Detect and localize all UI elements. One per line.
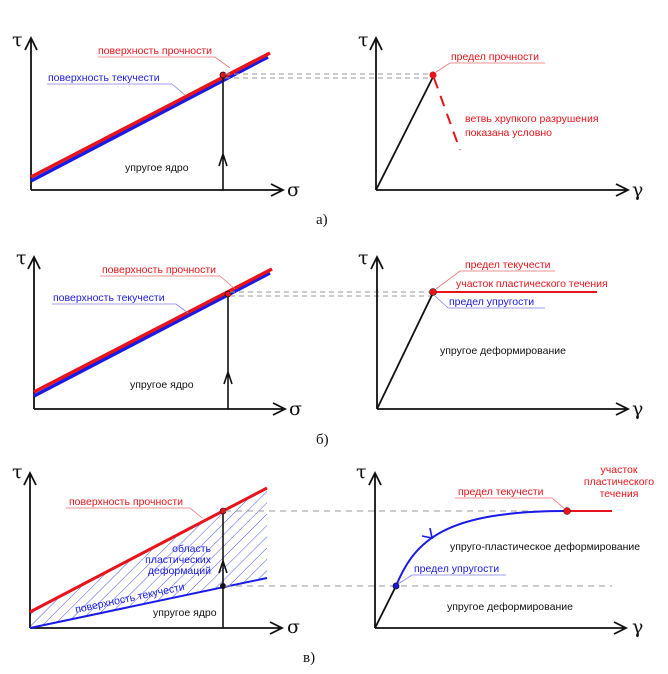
plastic-flow-label-2: пластического (584, 476, 654, 488)
sigma-axis (30, 621, 285, 635)
sigma-label: σ (289, 398, 302, 420)
sigma-axis (34, 402, 288, 416)
elastic-line (376, 294, 433, 410)
elastic-core-label: упругое ядро (125, 162, 189, 174)
brittle-branch (433, 77, 461, 151)
elastoplastic-label: упруго-пластическое деформирование (450, 541, 640, 553)
gamma-axis (376, 183, 631, 197)
strength-leader (98, 56, 231, 69)
ultimate-leader (435, 62, 545, 73)
strength-surface-line (29, 486, 268, 614)
panel-b-right-plot: τ γ предел текучести участок пластическо… (358, 247, 643, 420)
strength-surface-line (30, 51, 271, 179)
limit-point (224, 290, 232, 298)
gamma-label: γ (632, 616, 643, 638)
tau-axis (23, 470, 37, 628)
elastoplastic-curve (395, 510, 568, 587)
elastic-line (374, 585, 397, 629)
tau-label: τ (358, 29, 369, 51)
elastic-limit-leader (397, 574, 506, 585)
strength-leader (66, 507, 203, 519)
elastic-limit-point (392, 582, 400, 590)
tau-label: τ (358, 247, 369, 269)
guide-dashes (225, 73, 432, 79)
panel-a-left-plot: τ σ поверхность прочности поверхность те… (12, 29, 300, 201)
tau-axis (27, 254, 41, 409)
yield-point-label: предел текучести (458, 486, 544, 498)
loading-path-arrow (218, 511, 228, 628)
elastic-limit-leader (434, 295, 545, 309)
brittle-branch-label-2: показана условно (465, 127, 552, 139)
tau-axis (24, 35, 38, 190)
elastic-limit-label: предел упругости (449, 296, 534, 308)
limit-point (219, 71, 227, 79)
gamma-label: γ (632, 179, 643, 201)
guide-dashes (230, 291, 432, 297)
elastic-line (375, 76, 434, 191)
tau-label: τ (16, 247, 27, 269)
plastic-flow-label-1: участок (601, 464, 638, 476)
ultimate-point (429, 71, 437, 79)
panel-b-left-plot: τ σ поверхность прочности поверхность те… (16, 247, 302, 420)
brittle-branch-label-1: ветвь хрупкого разрушения (465, 113, 599, 125)
yield-point (429, 288, 437, 296)
sigma-label: σ (287, 179, 300, 201)
strength-surface-label: поверхность прочности (69, 496, 183, 508)
tau-label: τ (12, 461, 23, 483)
gamma-axis (377, 402, 631, 416)
yield-point (220, 583, 226, 589)
yield-point-leader (435, 270, 555, 290)
plastic-region-label-3: деформаций (148, 565, 211, 577)
yield-point (563, 507, 571, 515)
plastic-flow-label-3: течения (600, 488, 639, 500)
yield-surface-label: поверхность текучести (53, 292, 165, 304)
strength-leader (100, 275, 236, 290)
loading-path-arrow (218, 76, 228, 190)
elastic-deformation-label: упругое деформирование (447, 601, 573, 613)
strength-surface-label: поверхность прочности (98, 45, 212, 57)
tau-axis (369, 35, 383, 190)
yield-point-leader (455, 497, 566, 510)
gamma-label: γ (632, 398, 643, 420)
sigma-axis (31, 183, 286, 197)
plastic-region-label-1: область (172, 543, 211, 555)
caption-c: в) (303, 650, 315, 666)
tau-axis (370, 254, 384, 409)
panel-a-right-plot: τ γ предел прочности ветвь хрупкого разр… (358, 29, 643, 201)
strength-surface-label: поверхность прочности (102, 264, 216, 276)
panel-a: τ σ поверхность прочности поверхность те… (12, 29, 643, 228)
yield-leader (47, 83, 186, 96)
strength-surface-line (33, 267, 273, 394)
caption-a: а) (316, 212, 328, 228)
plastic-region-label-2: пластических (145, 554, 212, 566)
plastic-flow-label: участок пластического течения (456, 278, 608, 290)
tau-label: τ (356, 461, 367, 483)
loading-path-arrow (223, 295, 233, 409)
sigma-label: σ (287, 616, 300, 638)
yield-point-label: предел текучести (465, 259, 551, 271)
gamma-axis (375, 621, 629, 635)
panel-b: τ σ поверхность прочности поверхность те… (16, 247, 643, 448)
panel-c-left-plot: τ σ поверхность прочности область пласти… (12, 461, 300, 638)
curve-direction-arrow (421, 527, 434, 540)
panel-c-right-plot: τ γ предел текучести участок пластическо… (356, 461, 654, 638)
elastic-deformation-label: упругое деформирование (440, 345, 566, 357)
plastic-region-hatch (30, 488, 267, 628)
tau-label: τ (12, 29, 23, 51)
elastic-core-label: упругое ядро (130, 379, 194, 391)
tau-axis (368, 470, 382, 628)
panel-c: τ σ поверхность прочности область пласти… (12, 461, 654, 666)
yield-surface-label: поверхность текучести (48, 72, 160, 84)
elastic-limit-label: предел упругости (414, 563, 499, 575)
caption-b: б) (316, 432, 329, 448)
ultimate-strength-label: предел прочности (451, 51, 539, 63)
yield-leader (52, 303, 189, 314)
elastic-core-label: упругое ядро (153, 607, 217, 619)
